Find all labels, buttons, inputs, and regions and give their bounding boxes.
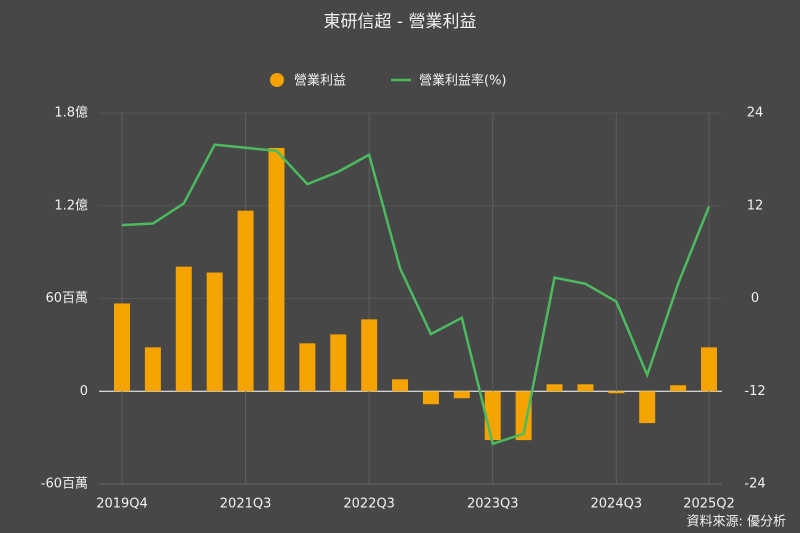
- bar: [546, 384, 563, 392]
- bar: [608, 391, 625, 394]
- bar: [144, 347, 161, 392]
- bar: [268, 147, 285, 392]
- bar: [392, 379, 409, 392]
- bar: [175, 266, 192, 392]
- y2-tick-label: 0: [751, 291, 759, 306]
- source-note: 資料來源: 優分析: [686, 515, 786, 530]
- bar: [484, 391, 501, 441]
- legend-swatch: [270, 73, 284, 87]
- x-tick-label: 2019Q4: [96, 497, 148, 512]
- x-tick-label: 2022Q3: [343, 497, 395, 512]
- y-tick-label: 0: [80, 384, 88, 399]
- bar: [237, 210, 254, 392]
- bar: [577, 384, 594, 392]
- bar: [206, 272, 223, 392]
- y-tick-label: 1.2億: [54, 197, 88, 213]
- bar: [114, 303, 130, 392]
- x-tick-label: 2021Q3: [220, 497, 272, 512]
- legend-label: 營業利益: [294, 73, 346, 89]
- x-tick-label: 2023Q3: [467, 497, 519, 512]
- bar: [453, 391, 470, 399]
- y-tick-label: 1.8億: [54, 105, 88, 121]
- bar: [639, 391, 656, 424]
- y2-tick-label: -12: [744, 384, 765, 399]
- x-tick-label: 2024Q3: [591, 497, 643, 512]
- bar: [515, 391, 532, 441]
- bar: [670, 385, 687, 392]
- bar: [299, 343, 316, 392]
- line: [121, 143, 711, 446]
- x-tick-label: 2025Q2: [683, 497, 735, 512]
- bar: [422, 391, 439, 405]
- chart-title: 東研信超 - 營業利益: [324, 12, 477, 32]
- y2-tick-label: 12: [747, 198, 764, 213]
- y-tick-label: 60百萬: [45, 291, 88, 306]
- bar: [361, 319, 378, 392]
- bar: [701, 347, 717, 392]
- y-tick-label: -60百萬: [41, 477, 88, 492]
- bar: [330, 334, 347, 392]
- y2-tick-label: 24: [747, 106, 764, 121]
- y2-tick-label: -24: [744, 477, 765, 492]
- legend-label: 營業利益率(%): [419, 73, 507, 89]
